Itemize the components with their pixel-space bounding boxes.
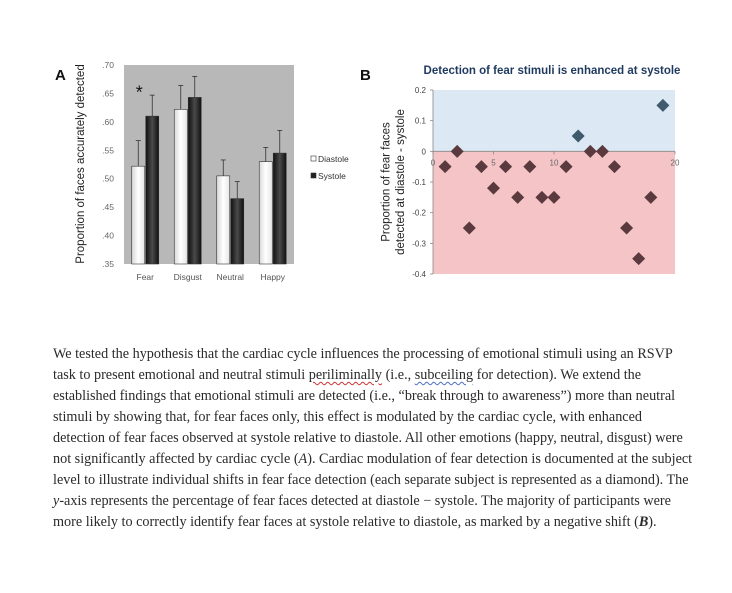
caption-segment: (i.e., bbox=[382, 367, 415, 383]
subject-diamond bbox=[632, 252, 646, 266]
panel-b-x-tick-label: 5 bbox=[491, 158, 496, 167]
caption-segment: subceiling bbox=[414, 367, 474, 383]
panel-a: A .35 .40 .45 .50 .55 .60 .65 .70 Fear Disgust Ne… bbox=[55, 60, 349, 282]
subject-diamond bbox=[559, 160, 573, 174]
caption-segment: ). Cardiac modulation of fear detection … bbox=[53, 451, 693, 488]
panel-a-y-tick-label: .50 bbox=[102, 174, 114, 184]
subject-diamond bbox=[583, 144, 597, 158]
caption-segment: -axis represents the percentage of fear … bbox=[53, 493, 671, 530]
legend-label-systole: Systole bbox=[318, 171, 346, 181]
panel-a-label: A bbox=[55, 67, 66, 84]
bar-systole-happy bbox=[272, 152, 287, 265]
bar-diastole-neutral bbox=[216, 175, 231, 265]
bar-systole-fear bbox=[145, 115, 160, 265]
subject-diamond bbox=[620, 221, 634, 235]
panel-a-x-tick-label: Happy bbox=[260, 272, 285, 282]
panel-a-y-tick-label: .70 bbox=[102, 60, 114, 70]
subject-diamond bbox=[511, 190, 525, 204]
panel-b-y-tick-label: -0.3 bbox=[412, 239, 426, 248]
subject-diamond bbox=[644, 190, 658, 204]
panel-b-y-axis-label: Proportion of fear faces detected at dias… bbox=[381, 109, 407, 255]
legend-swatch-diastole bbox=[310, 155, 317, 162]
subject-diamond bbox=[656, 98, 670, 112]
caption-segment: periliminally bbox=[308, 367, 383, 383]
panel-a-x-tick-label: Fear bbox=[137, 272, 155, 282]
panel-a-y-tick-label: .45 bbox=[102, 202, 114, 212]
caption-segment: for detection). We extend the establishe… bbox=[53, 367, 683, 467]
panel-b: B Detection of fear stimuli is enhanced … bbox=[360, 65, 680, 279]
subject-diamond bbox=[571, 129, 585, 143]
significance-asterisk: * bbox=[136, 82, 143, 102]
panel-b-y-tick-label: -0.2 bbox=[412, 209, 426, 218]
panel-a-y-tick-label: .40 bbox=[102, 231, 114, 241]
subject-diamond bbox=[438, 160, 452, 174]
subject-diamond bbox=[595, 144, 609, 158]
bar-diastole-fear bbox=[131, 165, 146, 265]
subject-diamond bbox=[535, 190, 549, 204]
subject-diamond bbox=[547, 190, 561, 204]
figure: A .35 .40 .45 .50 .55 .60 .65 .70 Fear Disgust Ne… bbox=[55, 60, 680, 282]
negative-region-band bbox=[433, 151, 675, 274]
panel-b-title: Detection of fear stimuli is enhanced at… bbox=[424, 65, 681, 77]
caption-segment: y bbox=[53, 493, 60, 509]
panel-a-x-tick-label: Neutral bbox=[217, 272, 245, 282]
panel-b-label: B bbox=[360, 67, 371, 84]
subject-diamond bbox=[450, 144, 464, 158]
caption-segment: ). bbox=[648, 514, 657, 530]
panel-b-y-tick-label: 0.1 bbox=[415, 117, 427, 126]
panel-b-x-tick-label: 10 bbox=[550, 158, 559, 167]
legend-swatch-systole bbox=[310, 172, 317, 179]
bar-diastole-disgust bbox=[173, 109, 188, 265]
bar-diastole-happy bbox=[258, 161, 273, 265]
panel-a-y-tick-label: .35 bbox=[102, 259, 114, 269]
legend-label-diastole: Diastole bbox=[318, 154, 349, 164]
subject-diamond bbox=[608, 160, 621, 174]
panel-a-y-tick-label: .60 bbox=[102, 117, 114, 127]
panel-a-y-tick-label: .65 bbox=[102, 88, 114, 98]
panel-b-x-tick-label: 0 bbox=[431, 158, 436, 167]
subject-diamond bbox=[487, 181, 500, 195]
panel-a-x-tick-label: Disgust bbox=[174, 272, 203, 282]
bar-systole-disgust bbox=[187, 97, 202, 265]
caption-segment: B bbox=[638, 514, 649, 530]
subject-diamond bbox=[523, 160, 537, 174]
subject-diamond bbox=[474, 160, 488, 174]
panel-a-y-axis-label: Proportion of faces accurately detected bbox=[75, 64, 87, 263]
panel-b-y-tick-label: 0.2 bbox=[415, 86, 427, 95]
panel-a-y-tick-label: .55 bbox=[102, 145, 114, 155]
panel-b-x-tick-label: 20 bbox=[671, 158, 680, 167]
panel-b-y-tick-label: 0 bbox=[422, 147, 427, 156]
subject-diamond bbox=[499, 160, 513, 174]
panel-b-y-tick-label: -0.4 bbox=[412, 270, 426, 279]
subject-diamond bbox=[462, 221, 476, 235]
panel-b-y-tick-label: -0.1 bbox=[412, 178, 426, 187]
panel-a-legend: Diastole Systole bbox=[310, 154, 349, 181]
bar-systole-neutral bbox=[230, 198, 245, 265]
figure-caption: We tested the hypothesis that the cardia… bbox=[53, 344, 693, 533]
caption-segment: We tested the hypothesis that the cardia… bbox=[53, 346, 673, 383]
positive-region-band bbox=[433, 90, 675, 152]
caption-segment: A bbox=[298, 451, 308, 467]
